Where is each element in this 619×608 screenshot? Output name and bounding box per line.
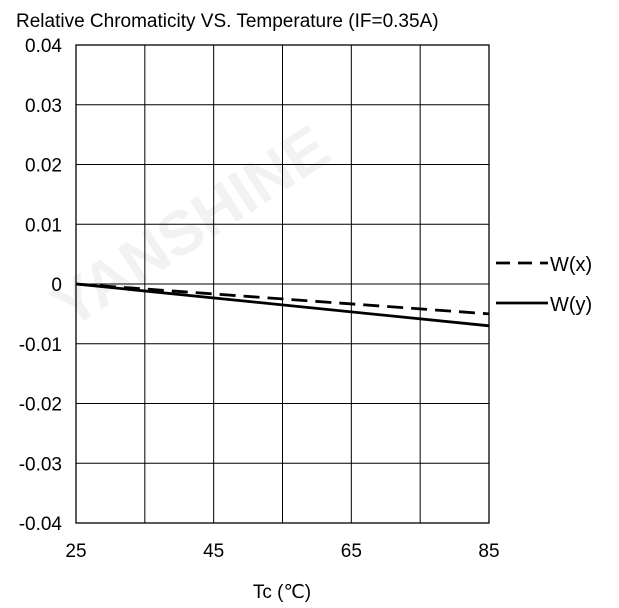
y-tick-label: 0 xyxy=(51,275,62,296)
y-tick-label: 0.01 xyxy=(25,215,62,236)
x-tick-label: 25 xyxy=(65,541,86,562)
series-lines xyxy=(75,282,490,328)
legend-label: W(x) xyxy=(550,254,592,276)
legend: W(x) W(y) xyxy=(496,254,592,316)
y-tick-label: -0.03 xyxy=(19,454,62,475)
y-tick-label: -0.01 xyxy=(19,335,62,356)
x-tick-label: 85 xyxy=(478,541,499,562)
y-tick-label: 0.04 xyxy=(25,36,62,57)
grid xyxy=(75,44,490,524)
chart-title: Relative Chromaticity VS. Temperature (I… xyxy=(16,11,439,32)
legend-label: W(y) xyxy=(550,294,592,316)
y-tick-labels: 0.04 0.03 0.02 0.01 0 -0.01 -0.02 -0.03 -0.04 xyxy=(19,36,63,535)
x-tick-labels: 25 45 65 85 xyxy=(65,541,499,562)
y-tick-label: -0.04 xyxy=(19,514,63,535)
x-tick-label: 45 xyxy=(203,541,224,562)
y-tick-label: 0.02 xyxy=(25,156,62,177)
series-line-wy xyxy=(75,282,490,328)
y-tick-label: -0.02 xyxy=(19,395,62,416)
x-axis-label: Tc (℃) xyxy=(253,582,311,603)
x-tick-label: 65 xyxy=(341,541,362,562)
y-tick-label: 0.03 xyxy=(25,96,62,117)
series-line-wx xyxy=(75,282,490,316)
